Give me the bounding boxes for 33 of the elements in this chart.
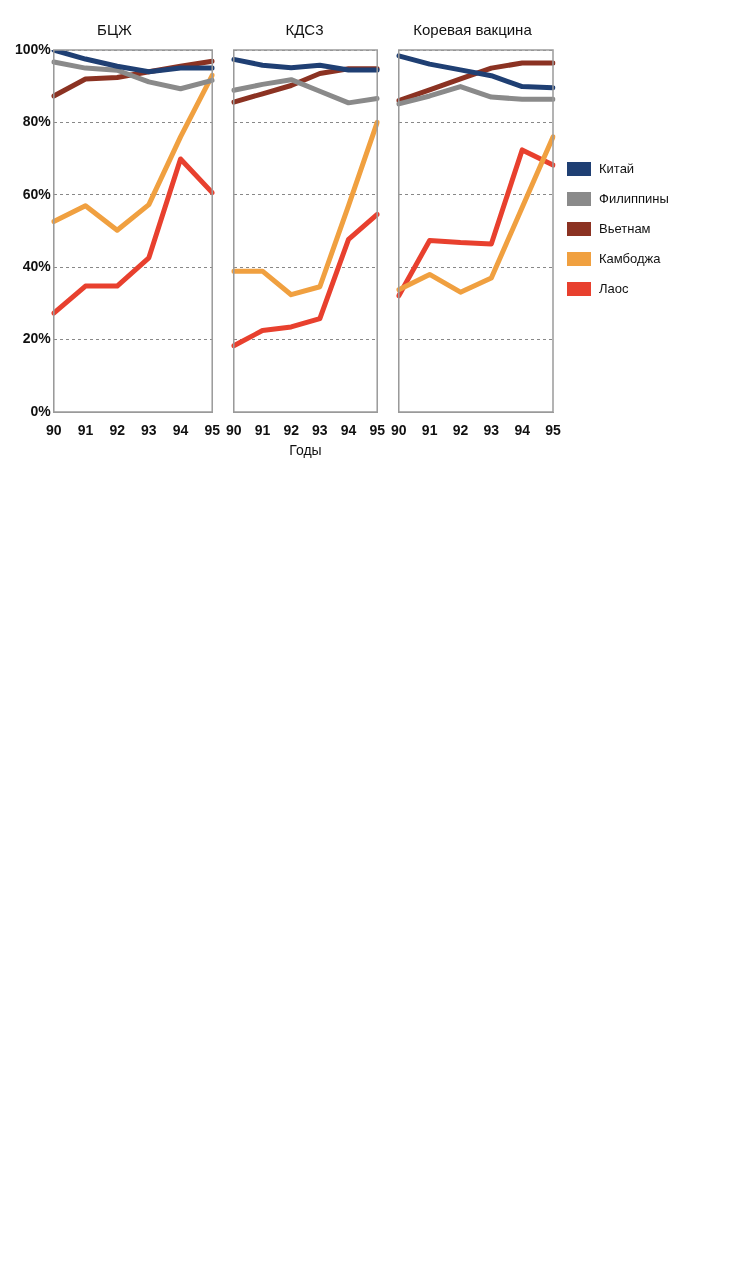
y-tick-label: 0% bbox=[30, 402, 52, 419]
x-tick-label: 94 bbox=[172, 422, 189, 439]
y-tick-label: 60% bbox=[22, 185, 52, 202]
x-tick-label: 90 bbox=[391, 422, 407, 439]
legend-label: Китай bbox=[599, 160, 635, 176]
x-axis-title: Годы bbox=[289, 442, 322, 459]
chart-title: Коревая вакцина bbox=[413, 21, 533, 39]
x-tick-label: 94 bbox=[514, 422, 531, 439]
x-tick-label: 90 bbox=[46, 422, 62, 439]
x-tick-label: 94 bbox=[340, 422, 357, 439]
chart-title: КДС3 bbox=[285, 21, 324, 39]
x-tick-label: 93 bbox=[483, 422, 500, 439]
legend-label: Камбоджа bbox=[599, 250, 662, 266]
y-tick-label: 20% bbox=[22, 330, 52, 347]
x-tick-label: 92 bbox=[283, 422, 300, 439]
x-tick-label: 91 bbox=[421, 422, 438, 439]
x-tick-label: 95 bbox=[545, 422, 561, 439]
y-tick-label: 40% bbox=[22, 258, 52, 275]
x-tick-label: 91 bbox=[254, 422, 271, 439]
legend-label: Филиппины bbox=[599, 190, 669, 206]
x-tick-label: 91 bbox=[77, 422, 94, 439]
x-tick-label: 93 bbox=[141, 422, 157, 439]
x-tick-label: 95 bbox=[369, 422, 386, 439]
chart-title: БЦЖ bbox=[97, 21, 133, 39]
x-tick-label: 93 bbox=[312, 422, 328, 439]
x-tick-label: 92 bbox=[109, 422, 126, 439]
y-tick-label: 100% bbox=[14, 40, 52, 57]
y-tick-label: 80% bbox=[22, 113, 52, 130]
x-tick-label: 92 bbox=[452, 422, 469, 439]
legend-label: Лаос bbox=[599, 280, 629, 296]
x-tick-label: 95 bbox=[204, 422, 221, 439]
x-tick-label: 90 bbox=[226, 422, 242, 439]
legend-label: Вьетнам bbox=[599, 220, 651, 236]
